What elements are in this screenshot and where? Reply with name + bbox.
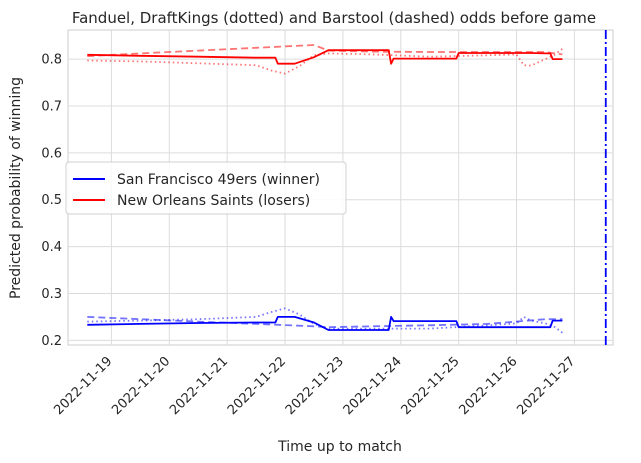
x-axis-label: Time up to match — [277, 439, 402, 455]
legend-label-49ers: San Francisco 49ers (winner) — [117, 172, 320, 188]
x-tick-label: 2022-11-27 — [514, 354, 578, 418]
y-tick-label: 0.3 — [41, 287, 62, 302]
series-line-draftkings-saints — [87, 48, 563, 75]
y-tick-label: 0.4 — [41, 240, 62, 255]
y-tick-label: 0.7 — [41, 99, 62, 114]
series-line-barstool-49ers — [87, 316, 563, 329]
x-tick-labels: 2022-11-192022-11-202022-11-212022-11-22… — [51, 354, 578, 418]
series-line-fanduel-saints — [87, 49, 563, 65]
legend: San Francisco 49ers (winner) New Orleans… — [65, 161, 347, 215]
x-tick-label: 2022-11-22 — [225, 354, 289, 418]
legend-label-saints: New Orleans Saints (losers) — [117, 193, 310, 209]
y-tick-label: 0.8 — [41, 53, 62, 68]
series-line-fanduel-49ers — [87, 315, 563, 331]
y-tick-label: 0.6 — [41, 146, 62, 161]
x-tick-label: 2022-11-23 — [283, 354, 347, 418]
y-tick-label: 0.2 — [41, 334, 62, 349]
series-line-barstool-saints — [87, 44, 563, 58]
y-tick-label: 0.5 — [41, 193, 62, 208]
chart-title: Fanduel, DraftKings (dotted) and Barstoo… — [72, 9, 596, 27]
y-axis-label: Predicted probability of winning — [8, 77, 24, 299]
series-layer — [87, 44, 563, 334]
x-tick-label: 2022-11-19 — [51, 354, 115, 418]
x-tick-label: 2022-11-24 — [341, 354, 405, 418]
legend-box — [65, 161, 347, 215]
x-tick-label: 2022-11-25 — [399, 354, 463, 418]
x-tick-label: 2022-11-20 — [109, 354, 173, 418]
y-tick-labels: 0.2 0.3 0.4 0.5 0.6 0.7 0.8 — [41, 53, 62, 349]
x-tick-label: 2022-11-21 — [167, 354, 231, 418]
x-tick-label: 2022-11-26 — [457, 354, 521, 418]
